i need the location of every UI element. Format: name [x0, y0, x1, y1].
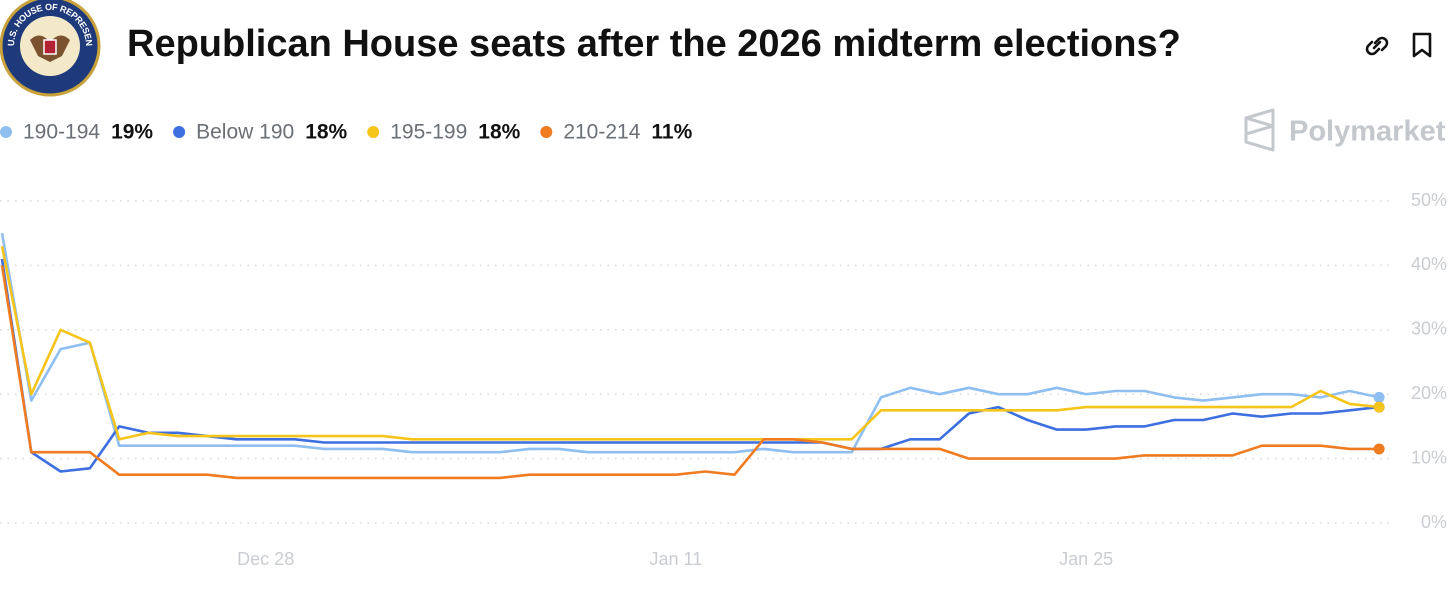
legend-name: 195-199 [390, 121, 467, 144]
end-point [1373, 443, 1385, 455]
end-point [1373, 401, 1385, 413]
legend-name: 190-194 [23, 121, 100, 144]
legend-value: 18% [305, 121, 347, 144]
y-tick-label: 0% [1421, 512, 1447, 532]
series-line [0, 265, 1380, 480]
legend-swatch [367, 126, 380, 138]
bookmark-icon[interactable] [1412, 32, 1432, 58]
legend-value: 18% [478, 121, 520, 144]
legend-name: Below 190 [196, 121, 294, 144]
plot: 0% 10% 20% 30% 40% 50% Dec 28 Jan 11 Jan 25 [0, 190, 1447, 569]
legend-name: 210-214 [563, 121, 640, 144]
legend-swatch [173, 126, 186, 138]
y-tick-label: 50% [1411, 190, 1447, 210]
legend-value: 19% [111, 121, 153, 144]
logo: U.S. HOUSE OF REPRESENTATIVES [0, 0, 101, 97]
x-tick-label: Dec 28 [237, 549, 294, 569]
y-tick-label: 20% [1411, 383, 1447, 403]
x-tick-label: Jan 11 [650, 549, 703, 569]
legend-swatch [0, 126, 12, 138]
legend-value: 11% [651, 121, 692, 144]
series-line [0, 232, 1380, 454]
legend: 190-194 19% Below 190 18% 195-199 18% 210-214 1… [0, 121, 693, 144]
y-tick-label: 40% [1411, 254, 1447, 274]
brand: Polymarket [1244, 108, 1446, 152]
legend-swatch [540, 126, 553, 138]
link-icon[interactable] [1365, 36, 1389, 56]
end-point [1373, 391, 1385, 403]
chart-title: Republican House seats after the 2026 mi… [127, 23, 1181, 65]
series-line [0, 245, 1380, 441]
y-tick-label: 10% [1411, 447, 1447, 467]
brand-name: Polymarket [1289, 116, 1446, 148]
x-tick-label: Jan 25 [1059, 549, 1113, 569]
series-line [0, 258, 1380, 473]
y-tick-label: 30% [1411, 319, 1447, 339]
